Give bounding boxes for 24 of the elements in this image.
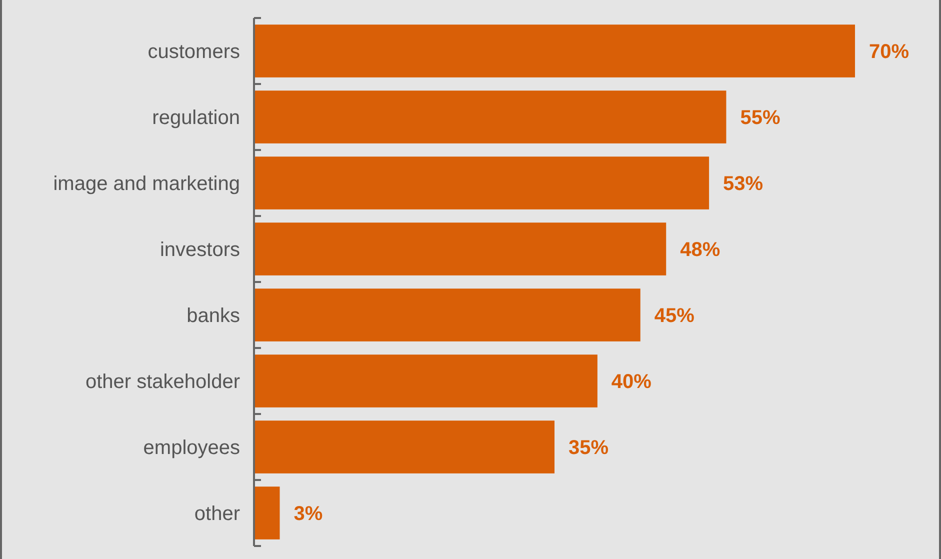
y-tick-label: employees (143, 437, 240, 459)
bar (254, 24, 855, 78)
bar (254, 288, 640, 342)
y-tick-label: regulation (152, 107, 240, 129)
y-tick-label: image and marketing (53, 173, 240, 195)
bar (254, 420, 554, 474)
bar (254, 90, 726, 144)
bar (254, 222, 666, 276)
bar (254, 486, 280, 540)
data-label: 53% (723, 173, 764, 195)
data-label: 40% (611, 371, 652, 393)
bar (254, 354, 598, 408)
y-tick-label: investors (160, 239, 240, 261)
data-label: 3% (294, 503, 323, 525)
data-label: 55% (740, 107, 780, 129)
data-label: 70% (869, 41, 910, 63)
bar (254, 156, 710, 210)
y-tick-label: other (194, 503, 240, 525)
y-tick-label: customers (148, 41, 240, 63)
data-label: 45% (654, 305, 695, 327)
y-tick-label: other stakeholder (85, 371, 240, 393)
data-label: 35% (568, 437, 609, 459)
data-label: 48% (680, 239, 720, 261)
y-tick-label: banks (186, 305, 240, 327)
